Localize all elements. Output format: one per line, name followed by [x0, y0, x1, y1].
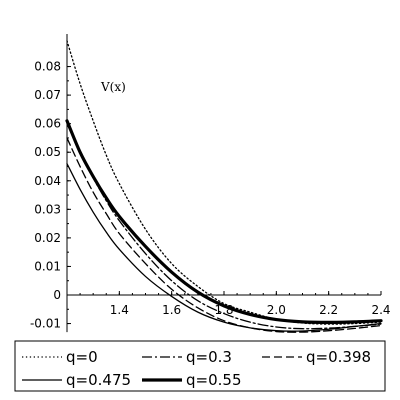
- legend-label-0: q=0: [66, 348, 98, 366]
- axes: 1.4 1.6 1.8 2.0 2.2 2.4-0.0100.010.020.030.04…: [30, 34, 391, 333]
- series-line-3: [66, 162, 382, 332]
- y-tick-label: 0.07: [34, 88, 61, 102]
- series-line-4: [65, 119, 383, 325]
- legend-label-3: q=0.475: [66, 371, 131, 389]
- legend: q=0 q=0.3 q=0.398 q=0.475 q=0.55: [14, 340, 386, 392]
- x-tick-label: 1.4: [110, 303, 129, 317]
- x-tick-label: 2.0: [267, 303, 286, 317]
- y-tick-label: 0.02: [34, 231, 61, 245]
- y-tick-label: 0.04: [34, 174, 61, 188]
- y-tick-label: 0.06: [34, 117, 61, 131]
- x-tick-label: 2.2: [319, 303, 338, 317]
- legend-label-2: q=0.398: [306, 348, 371, 366]
- plot-area: [65, 40, 383, 333]
- annotation-label: V(x): [100, 80, 126, 94]
- legend-label-1: q=0.3: [186, 348, 232, 366]
- x-tick-label: 1.6: [162, 303, 181, 317]
- x-tick-label: 2.4: [371, 303, 390, 317]
- y-tick-label: 0: [53, 288, 61, 302]
- y-tick-label: 0.08: [34, 60, 61, 74]
- y-tick-label: 0.03: [34, 202, 61, 216]
- series-line-2: [66, 137, 382, 333]
- series-line-0: [66, 40, 382, 325]
- legend-box: [14, 340, 386, 392]
- y-tick-label: 0.05: [34, 145, 61, 159]
- legend-label-4: q=0.55: [186, 371, 242, 389]
- y-tick-label: -0.01: [30, 317, 61, 331]
- y-tick-label: 0.01: [34, 259, 61, 273]
